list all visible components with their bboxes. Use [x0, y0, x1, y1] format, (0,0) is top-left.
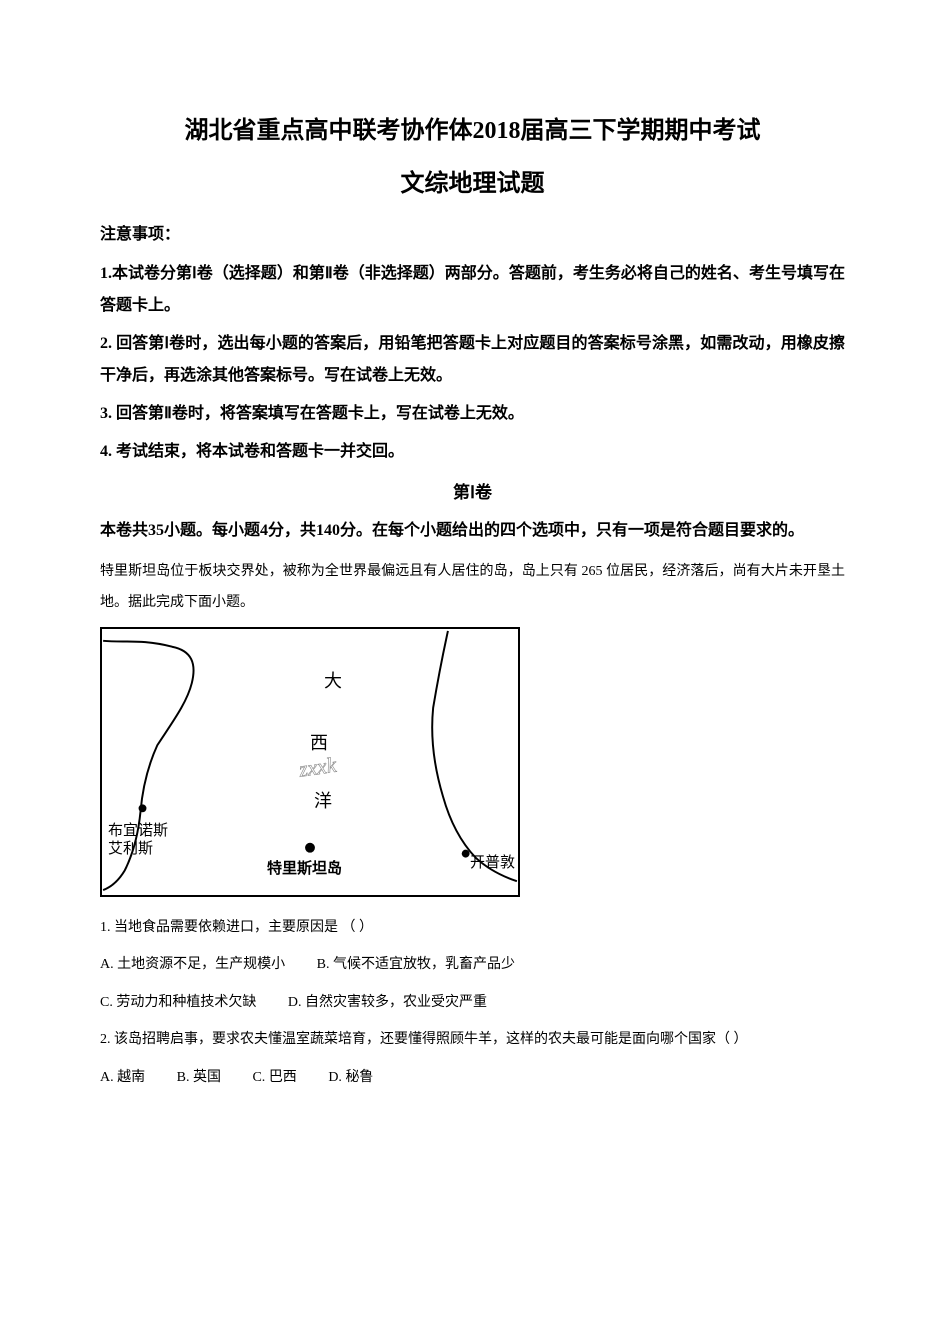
q1-option-d: D. 自然灾害较多，农业受灾严重: [288, 986, 487, 1020]
coast-africa: [432, 631, 517, 881]
section1-header: 第Ⅰ卷: [100, 478, 845, 503]
q2-number: 2.: [100, 1032, 111, 1047]
instruction-1: 1.本试卷分第Ⅰ卷（选择题）和第Ⅱ卷（非选择题）两部分。答题前，考生务必将自己的…: [100, 258, 845, 322]
question-2: 2. 该岛招聘启事，要求农夫懂温室蔬菜培育，还要懂得照顾牛羊，这样的农夫最可能是…: [100, 1023, 845, 1057]
q1-text: 当地食品需要依赖进口，主要原因是 （ ）: [114, 920, 373, 935]
map-label-yang: 洋: [314, 787, 332, 813]
q2-options-row: A. 越南 B. 英国 C. 巴西 D. 秘鲁: [100, 1061, 845, 1095]
q1-option-a: A. 土地资源不足，生产规模小: [100, 948, 285, 982]
map-figure: zxxk 大 西 洋 布宜诺斯 艾利斯 特里斯坦岛 开普敦 ...: [100, 627, 520, 897]
q2-option-d: D. 秘鲁: [328, 1061, 373, 1095]
q2-option-a: A. 越南: [100, 1061, 145, 1095]
instruction-3: 3. 回答第Ⅱ卷时，将答案填写在答题卡上，写在试卷上无效。: [100, 398, 845, 430]
map-label-capetown: 开普敦: [470, 851, 515, 872]
instruction-2: 2. 回答第Ⅰ卷时，选出每小题的答案后，用铅笔把答题卡上对应题目的答案标号涂黑，…: [100, 328, 845, 392]
map-label-da: 大: [324, 667, 342, 693]
q1-number: 1.: [100, 920, 111, 935]
q2-option-c: C. 巴西: [252, 1061, 296, 1095]
dot-buenos-aires: [139, 804, 147, 812]
notice-header: 注意事项：: [100, 220, 845, 244]
map-label-island: 特里斯坦岛: [267, 857, 342, 878]
q1-options-row1: A. 土地资源不足，生产规模小 B. 气候不适宜放牧，乳畜产品少: [100, 948, 845, 982]
passage-1: 特里斯坦岛位于板块交界处，被称为全世界最偏远且有人居住的岛，岛上只有 265 位…: [100, 557, 845, 619]
question-1: 1. 当地食品需要依赖进口，主要原因是 （ ）: [100, 911, 845, 945]
q1-option-b: B. 气候不适宜放牧，乳畜产品少: [317, 948, 515, 982]
title-sub: 文综地理试题: [100, 163, 845, 198]
instruction-4: 4. 考试结束，将本试卷和答题卡一并交回。: [100, 436, 845, 468]
q2-option-b: B. 英国: [177, 1061, 221, 1095]
dot-capetown: [462, 849, 470, 857]
map-label-buenos2: 艾利斯: [108, 837, 153, 858]
dot-tristan: [305, 842, 315, 852]
watermark-text: zxxk: [297, 752, 339, 781]
q1-option-c: C. 劳动力和种植技术欠缺: [100, 986, 256, 1020]
q1-options-row2: C. 劳动力和种植技术欠缺 D. 自然灾害较多，农业受灾严重: [100, 986, 845, 1020]
map-label-xi: 西: [310, 729, 328, 755]
map-svg: zxxk: [102, 629, 518, 895]
section1-desc: 本卷共35小题。每小题4分，共140分。在每个小题给出的四个选项中，只有一项是符…: [100, 515, 845, 547]
q2-text: 该岛招聘启事，要求农夫懂温室蔬菜培育，还要懂得照顾牛羊，这样的农夫最可能是面向哪…: [114, 1032, 748, 1047]
title-main: 湖北省重点高中联考协作体2018届高三下学期期中考试: [100, 110, 845, 145]
